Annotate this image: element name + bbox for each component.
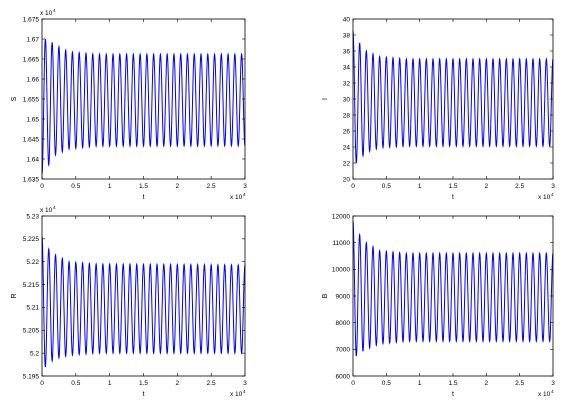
y-tick-label: 1.645 — [23, 136, 40, 143]
series-line-S — [41, 38, 246, 175]
x-tick-label: 1 — [108, 380, 112, 387]
x-multiplier-exponent: 4 — [551, 192, 554, 198]
x-tick-label: 1.5 — [448, 183, 457, 190]
y-axis-label: R — [11, 293, 18, 298]
axes-box — [352, 18, 554, 180]
y-axis-label: B — [322, 293, 329, 298]
axes-box — [352, 215, 554, 377]
x-multiplier-exponent: 4 — [243, 192, 246, 198]
series-line-I — [352, 30, 554, 164]
x-multiplier-exponent: 4 — [243, 389, 246, 395]
y-tick-label: 1.635 — [23, 176, 40, 183]
y-tick-label: 5.21 — [26, 305, 39, 312]
x-tick-label: 1 — [418, 183, 422, 190]
y-tick-label: 8000 — [336, 320, 351, 327]
x-tick-label: 0.5 — [382, 183, 391, 190]
y-tick-label: 5.22 — [26, 259, 39, 266]
y-tick-label: 38 — [343, 32, 351, 39]
y-tick-label: 9000 — [336, 293, 351, 300]
series-line-R — [41, 236, 246, 368]
x-tick-label: 3 — [243, 183, 247, 190]
y-tick-label: 34 — [343, 64, 351, 71]
y-tick-label: 5.205 — [23, 328, 40, 335]
y-multiplier-exponent: 4 — [53, 8, 56, 14]
y-tick-label: 10000 — [332, 267, 350, 274]
x-multiplier: x 10 — [230, 391, 243, 398]
x-tick-label: 2.5 — [207, 380, 216, 387]
x-tick-label: 2.5 — [515, 380, 524, 387]
x-axis-label: t — [143, 391, 145, 398]
x-tick-label: 1 — [108, 183, 112, 190]
y-tick-label: 5.23 — [26, 213, 39, 220]
x-tick-label: 3 — [551, 380, 555, 387]
x-tick-label: 0.5 — [71, 183, 80, 190]
x-tick-label: 0 — [351, 183, 355, 190]
y-tick-label: 40 — [343, 16, 351, 23]
y-axis-label: S — [11, 96, 18, 101]
y-tick-label: 20 — [343, 176, 351, 183]
subplot-R: 0 0.5 1 1.5 2 2.5 35.1955.25.2055.215.2155.225… — [11, 205, 247, 398]
x-tick-label: 2 — [485, 183, 489, 190]
y-tick-label: 5.215 — [23, 282, 40, 289]
y-tick-label: 1.655 — [23, 96, 40, 103]
y-tick-label: 1.66 — [26, 76, 39, 83]
y-tick-label: 12000 — [332, 213, 350, 220]
y-tick-label: 1.675 — [23, 16, 40, 23]
y-multiplier: x 10 — [40, 207, 53, 214]
y-tick-label: 32 — [343, 80, 351, 87]
y-tick-label: 5.225 — [23, 236, 40, 243]
x-tick-label: 0 — [40, 183, 44, 190]
x-tick-label: 2 — [176, 380, 180, 387]
x-tick-label: 2.5 — [515, 183, 524, 190]
subplot-B: 0 0.5 1 1.5 2 2.5 3 6000 7000 8000 9000 10000 11000 1… — [322, 213, 555, 398]
series-line-B — [352, 221, 554, 357]
x-tick-label: 0 — [40, 380, 44, 387]
y-tick-label: 6000 — [336, 373, 351, 380]
subplot-S: 0 0.5 1 1.5 2 2.5 3 1.635 1.64 1.645 1.65 1.655 1.66… — [11, 8, 247, 201]
x-tick-label: 0 — [351, 380, 355, 387]
x-tick-label: 1.5 — [139, 183, 148, 190]
y-tick-label: 7000 — [336, 347, 351, 354]
x-tick-label: 1 — [418, 380, 422, 387]
x-tick-label: 0.5 — [382, 380, 391, 387]
x-tick-label: 2 — [176, 183, 180, 190]
y-multiplier: x 10 — [40, 10, 53, 17]
x-tick-label: 1.5 — [448, 380, 457, 387]
x-multiplier: x 10 — [538, 194, 551, 201]
x-axis-label: t — [452, 194, 454, 201]
y-tick-label: 24 — [343, 144, 351, 151]
x-axis-label: t — [143, 194, 145, 201]
y-tick-label: 22 — [343, 160, 351, 167]
y-axis-label: I — [322, 98, 329, 100]
x-tick-label: 2 — [485, 380, 489, 387]
x-axis-label: t — [452, 391, 454, 398]
y-tick-label: 1.64 — [26, 156, 39, 163]
y-tick-label: 5.2 — [30, 350, 39, 357]
x-tick-label: 2.5 — [207, 183, 216, 190]
y-tick-label: 1.67 — [26, 36, 39, 43]
y-tick-label: 30 — [343, 96, 351, 103]
y-tick-label: 28 — [343, 112, 351, 119]
y-tick-label: 36 — [343, 48, 351, 55]
x-multiplier: x 10 — [230, 194, 243, 201]
x-tick-label: 3 — [551, 183, 555, 190]
y-tick-label: 11000 — [332, 240, 350, 247]
y-tick-label: 5.195 — [23, 373, 40, 380]
y-multiplier-exponent: 4 — [53, 205, 56, 211]
subplot-I: 0 0.5 1 1.5 2 2.5 3 20 22 24 26 28 30 32 34 36 38 40 x 10 4… — [322, 16, 555, 201]
x-multiplier-exponent: 4 — [551, 389, 554, 395]
y-tick-label: 26 — [343, 128, 351, 135]
x-tick-label: 3 — [243, 380, 247, 387]
y-tick-label: 1.65 — [26, 116, 39, 123]
y-tick-label: 1.665 — [23, 56, 40, 63]
axes-box — [41, 18, 246, 180]
x-tick-label: 1.5 — [139, 380, 148, 387]
x-tick-label: 0.5 — [71, 380, 80, 387]
x-multiplier: x 10 — [538, 391, 551, 398]
